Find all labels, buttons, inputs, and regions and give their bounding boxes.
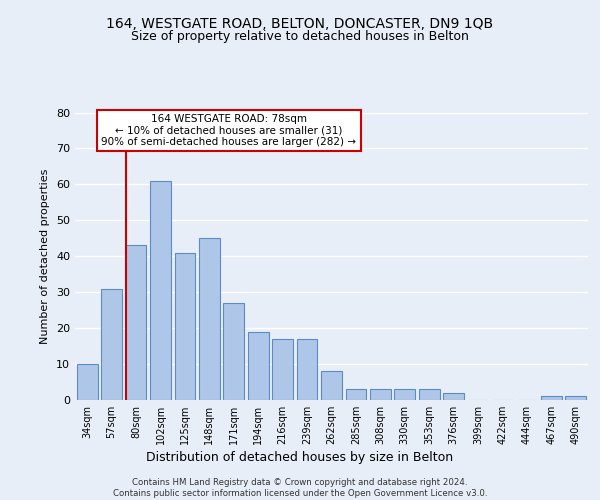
Bar [101, 288, 122, 400]
Y-axis label: Number of detached properties: Number of detached properties [40, 168, 50, 344]
Bar [248, 332, 269, 400]
Text: Contains HM Land Registry data © Crown copyright and database right 2024.
Contai: Contains HM Land Registry data © Crown c… [113, 478, 487, 498]
Text: Distribution of detached houses by size in Belton: Distribution of detached houses by size … [146, 451, 454, 464]
Bar [272, 339, 293, 400]
Bar [565, 396, 586, 400]
Bar [77, 364, 98, 400]
Bar [346, 389, 367, 400]
Bar [175, 252, 196, 400]
Bar [296, 339, 317, 400]
Bar [394, 389, 415, 400]
Bar [419, 389, 440, 400]
Text: 164 WESTGATE ROAD: 78sqm
← 10% of detached houses are smaller (31)
90% of semi-d: 164 WESTGATE ROAD: 78sqm ← 10% of detach… [101, 114, 356, 147]
Bar [321, 371, 342, 400]
Bar [199, 238, 220, 400]
Bar [370, 389, 391, 400]
Bar [150, 181, 171, 400]
Text: 164, WESTGATE ROAD, BELTON, DONCASTER, DN9 1QB: 164, WESTGATE ROAD, BELTON, DONCASTER, D… [106, 18, 494, 32]
Bar [443, 393, 464, 400]
Text: Size of property relative to detached houses in Belton: Size of property relative to detached ho… [131, 30, 469, 43]
Bar [541, 396, 562, 400]
Bar [125, 246, 146, 400]
Bar [223, 303, 244, 400]
